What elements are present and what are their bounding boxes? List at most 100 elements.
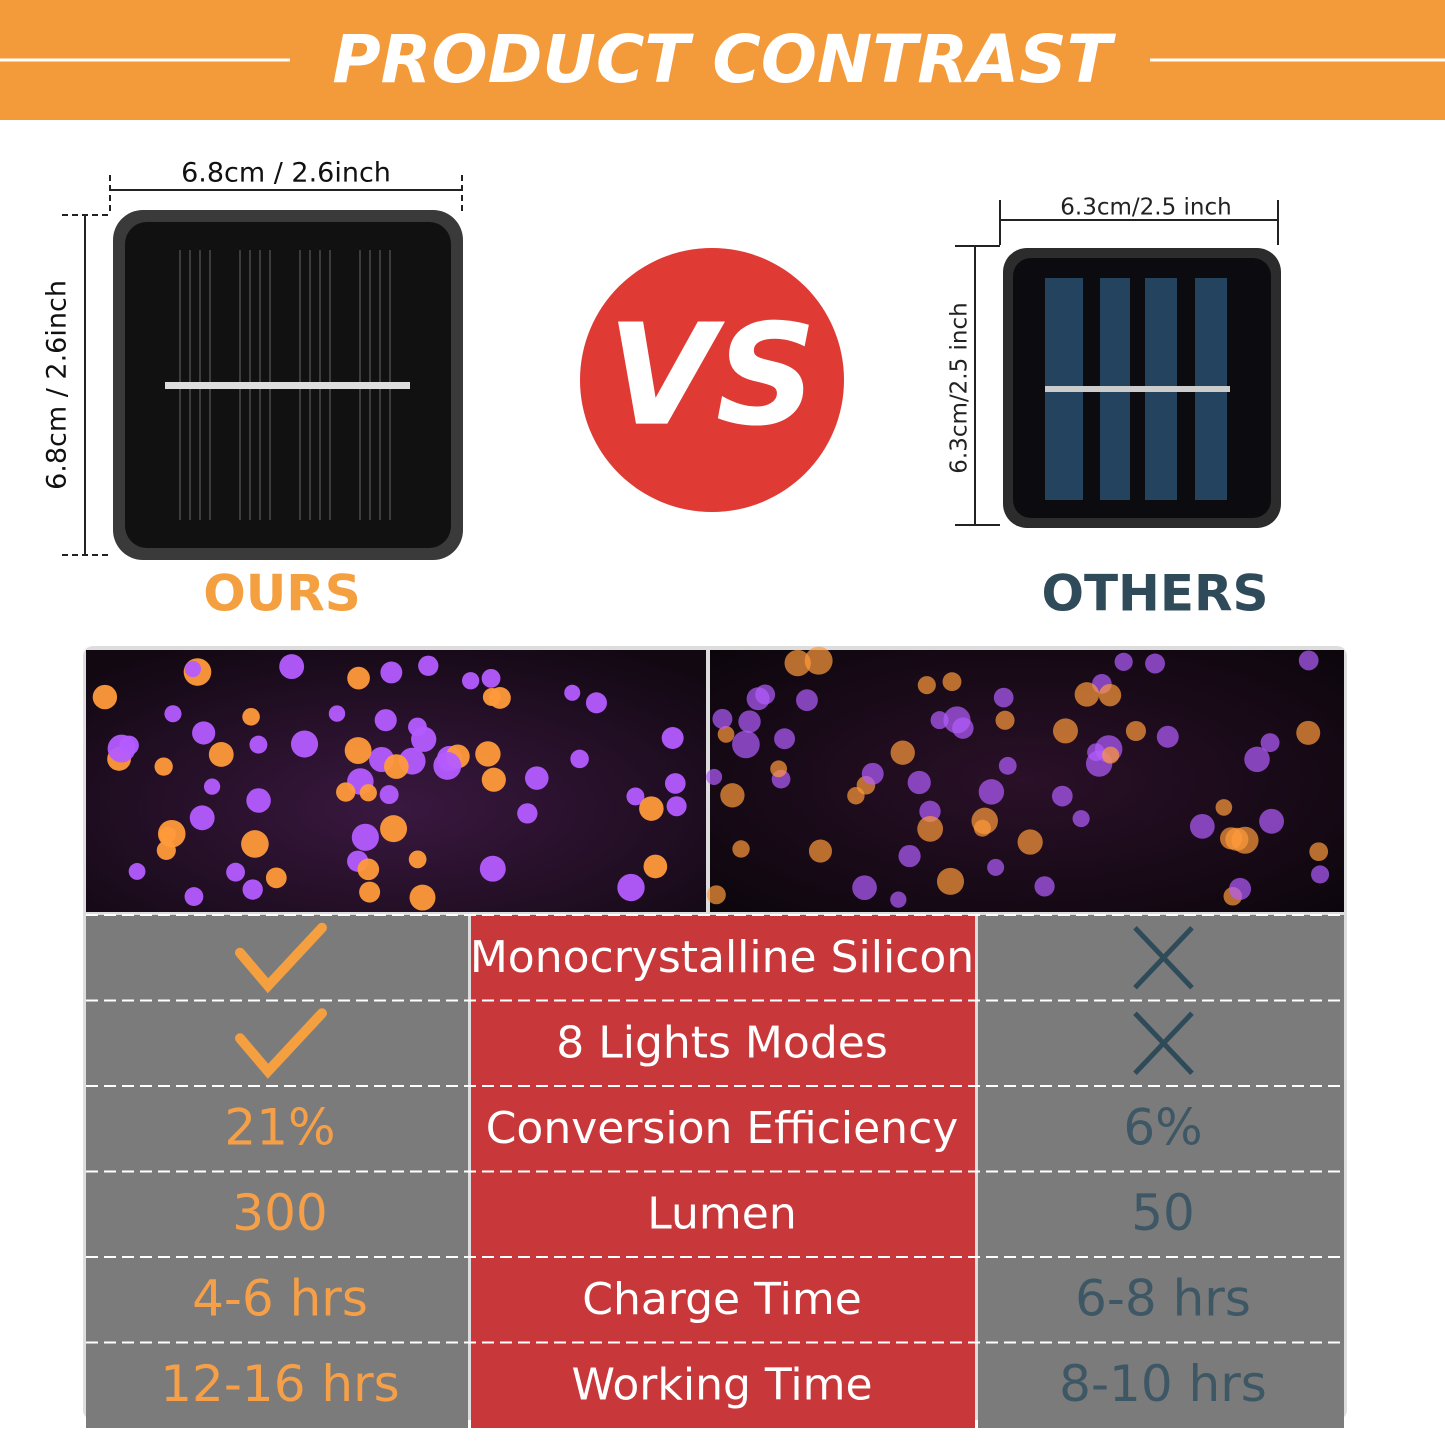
ours-width: 6.8cm / 2.6inch: [181, 158, 391, 189]
bulb: [1311, 865, 1330, 884]
bulb: [917, 676, 936, 695]
bulb: [808, 839, 832, 863]
bulb: [374, 709, 397, 732]
vs-badge: [580, 248, 844, 512]
bulb: [585, 692, 607, 714]
bulb: [746, 687, 770, 711]
comparison-table: Monocrystalline Silicon 8 Lights Modes Con…: [86, 914, 1344, 1428]
bulb: [919, 800, 941, 822]
bulb: [570, 749, 589, 769]
bulb: [351, 823, 379, 851]
table-cell: [978, 1086, 1344, 1172]
bulb: [1051, 785, 1073, 807]
others-value: 6-8 hrs: [1075, 1269, 1251, 1327]
feature-label: Working Time: [571, 1359, 872, 1410]
cross-icon: [1133, 1011, 1194, 1075]
bulb: [1309, 842, 1329, 862]
bulb: [987, 858, 1005, 876]
bulb: [475, 741, 501, 767]
bulb: [203, 778, 221, 795]
lights-photo-ours: [86, 650, 706, 912]
bulb: [706, 768, 723, 785]
bulb: [942, 672, 962, 692]
bulb: [774, 728, 796, 750]
bulb: [732, 730, 760, 759]
bulb: [973, 819, 991, 837]
bulb: [242, 708, 260, 726]
bulb: [995, 710, 1015, 730]
bulb: [661, 727, 684, 749]
table-cell: [86, 1086, 468, 1172]
bulb: [1225, 827, 1249, 851]
bulb: [226, 862, 245, 882]
feature-label: 8 Lights Modes: [556, 1017, 888, 1068]
bulb: [998, 756, 1017, 775]
bulb: [861, 762, 884, 785]
bulb: [720, 783, 745, 808]
bulb: [706, 885, 726, 905]
others-label: OTHERS: [1041, 565, 1268, 623]
bulb: [847, 787, 865, 805]
table-cell: [471, 1000, 975, 1086]
bulb: [344, 737, 372, 764]
bulb: [643, 854, 668, 879]
table-cell: [471, 915, 975, 1001]
bulb: [482, 687, 501, 707]
bulb: [936, 867, 965, 895]
bulb: [890, 740, 915, 765]
bulb: [617, 873, 645, 902]
bulb: [359, 784, 377, 802]
table-cell: [978, 1171, 1344, 1257]
others-value: 6%: [1123, 1098, 1202, 1156]
bulb: [978, 779, 1005, 805]
bulb: [738, 710, 761, 733]
feature-label: Monocrystalline Silicon: [470, 932, 974, 983]
bulb: [479, 855, 506, 882]
bulb: [1244, 746, 1270, 773]
bulb: [433, 751, 462, 780]
bulb: [1114, 652, 1133, 671]
bulb: [517, 803, 538, 824]
bulb: [1074, 682, 1100, 707]
bulb: [208, 742, 234, 767]
vs-text: VS: [607, 295, 816, 458]
bulb: [717, 725, 735, 743]
bulb: [712, 708, 733, 729]
ours-value: 12-16 hrs: [160, 1355, 399, 1413]
bulb: [525, 766, 549, 790]
bulb: [732, 840, 750, 858]
table-cell: [471, 1086, 975, 1172]
bulb: [357, 858, 380, 881]
ours-value: 21%: [224, 1098, 335, 1156]
bulb: [290, 730, 319, 758]
bulb: [1125, 720, 1146, 742]
bulb: [1229, 877, 1252, 900]
bulb: [1098, 683, 1122, 707]
bulb: [1102, 746, 1120, 764]
bulb: [379, 785, 399, 805]
bulb: [164, 705, 182, 723]
bulb: [184, 660, 202, 678]
bulb: [1260, 733, 1280, 753]
bus-bar: [165, 382, 410, 389]
feature-label: Conversion Efficiency: [486, 1103, 959, 1154]
bulbs: [92, 646, 1330, 911]
bulb: [380, 661, 403, 684]
bulb: [408, 717, 427, 737]
bulb: [189, 805, 215, 831]
others-width: 6.3cm/2.5 inch: [1060, 195, 1231, 221]
bulb: [242, 879, 263, 900]
bulb: [409, 884, 436, 911]
table-cell: [978, 1257, 1344, 1343]
bulb: [890, 891, 907, 908]
ours-height: 6.8cm / 2.6inch: [42, 280, 73, 490]
check-icon: [235, 922, 327, 994]
bulb: [418, 655, 439, 676]
bulb: [1156, 725, 1179, 748]
bulb: [128, 863, 146, 880]
bulb: [770, 760, 788, 778]
others-value: 50: [1131, 1184, 1195, 1242]
bulb: [664, 773, 686, 794]
bulb: [279, 654, 305, 680]
